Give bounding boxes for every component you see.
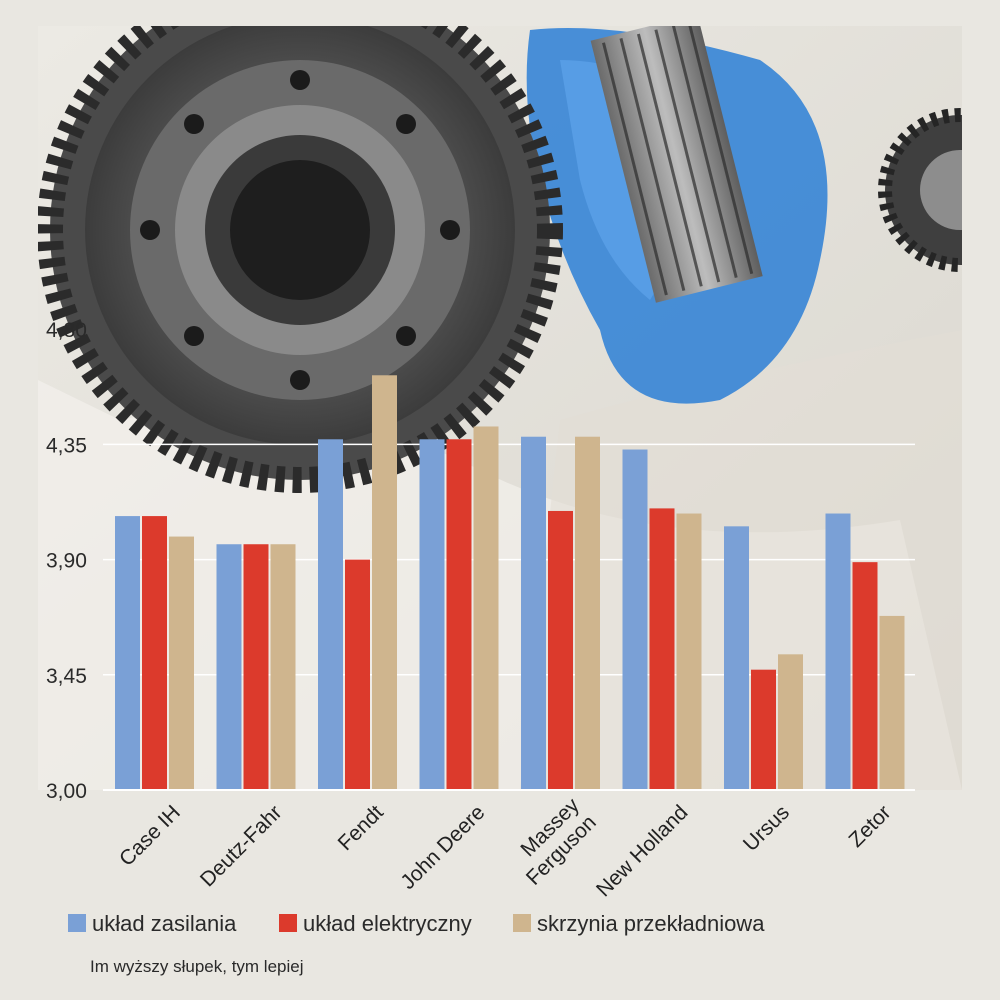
bars	[115, 375, 905, 790]
bar-uklad-elektryczny	[446, 439, 472, 790]
bar-uklad-zasilania	[521, 436, 546, 790]
bar-skrzynia	[372, 375, 397, 790]
bar-skrzynia	[575, 436, 600, 790]
bar-uklad-elektryczny	[751, 669, 776, 790]
bar-uklad-elektryczny	[649, 508, 675, 790]
bar-uklad-zasilania	[622, 449, 648, 790]
legend-label-skrzynia-przekladniowa: skrzynia przekładniowa	[537, 911, 765, 936]
bar-uklad-elektryczny	[243, 544, 269, 790]
x-tick-label: Ursus	[739, 801, 794, 856]
x-tick-label: John Deere	[396, 801, 489, 894]
y-tick-label: 3,45	[46, 665, 87, 688]
y-tick-label: 3,90	[46, 550, 87, 573]
y-tick-label: 3,00	[46, 780, 87, 803]
bar-skrzynia	[778, 654, 803, 790]
bar-uklad-zasilania	[318, 439, 343, 790]
legend-label-uklad-zasilania: układ zasilania	[92, 911, 237, 936]
x-tick-label: Zetor	[845, 801, 896, 852]
bar-skrzynia	[270, 544, 296, 790]
x-tick-label: Deutz-Fahr	[196, 801, 287, 892]
bar-uklad-elektryczny	[345, 559, 370, 790]
y-tick-label: 4,80	[46, 319, 87, 342]
bar-skrzynia	[473, 426, 499, 790]
x-tick-label: Case IH	[115, 801, 185, 871]
chart-note: Im wyższy słupek, tym lepiej	[90, 957, 304, 976]
bar-skrzynia	[879, 615, 905, 790]
bar-uklad-elektryczny	[548, 510, 573, 790]
bar-skrzynia	[169, 536, 194, 790]
y-axis-ticks: 3,00 3,45 3,90 4,35 4,80	[46, 319, 87, 803]
y-tick-label: 4,35	[46, 434, 87, 457]
x-tick-label: MasseyFerguson	[505, 794, 601, 890]
x-tick-label: New Holland	[592, 801, 692, 901]
x-tick-label: Fendt	[334, 801, 388, 855]
bar-uklad-elektryczny	[852, 562, 878, 790]
legend: układ zasilania układ elektryczny skrzyn…	[68, 911, 765, 936]
bar-uklad-zasilania	[825, 513, 851, 790]
legend-label-uklad-elektryczny: układ elektryczny	[303, 911, 472, 936]
bar-uklad-zasilania	[216, 544, 242, 790]
bar-uklad-zasilania	[724, 526, 749, 790]
bar-uklad-zasilania	[419, 439, 445, 790]
bar-skrzynia	[676, 513, 702, 790]
bar-uklad-zasilania	[115, 516, 140, 790]
legend-swatch-skrzynia-przekladniowa	[513, 914, 531, 932]
bar-uklad-elektryczny	[142, 516, 167, 790]
legend-swatch-uklad-elektryczny	[279, 914, 297, 932]
legend-swatch-uklad-zasilania	[68, 914, 86, 932]
x-axis-labels: Case IH Deutz-Fahr Fendt John Deere MasseyFe…	[115, 794, 895, 902]
